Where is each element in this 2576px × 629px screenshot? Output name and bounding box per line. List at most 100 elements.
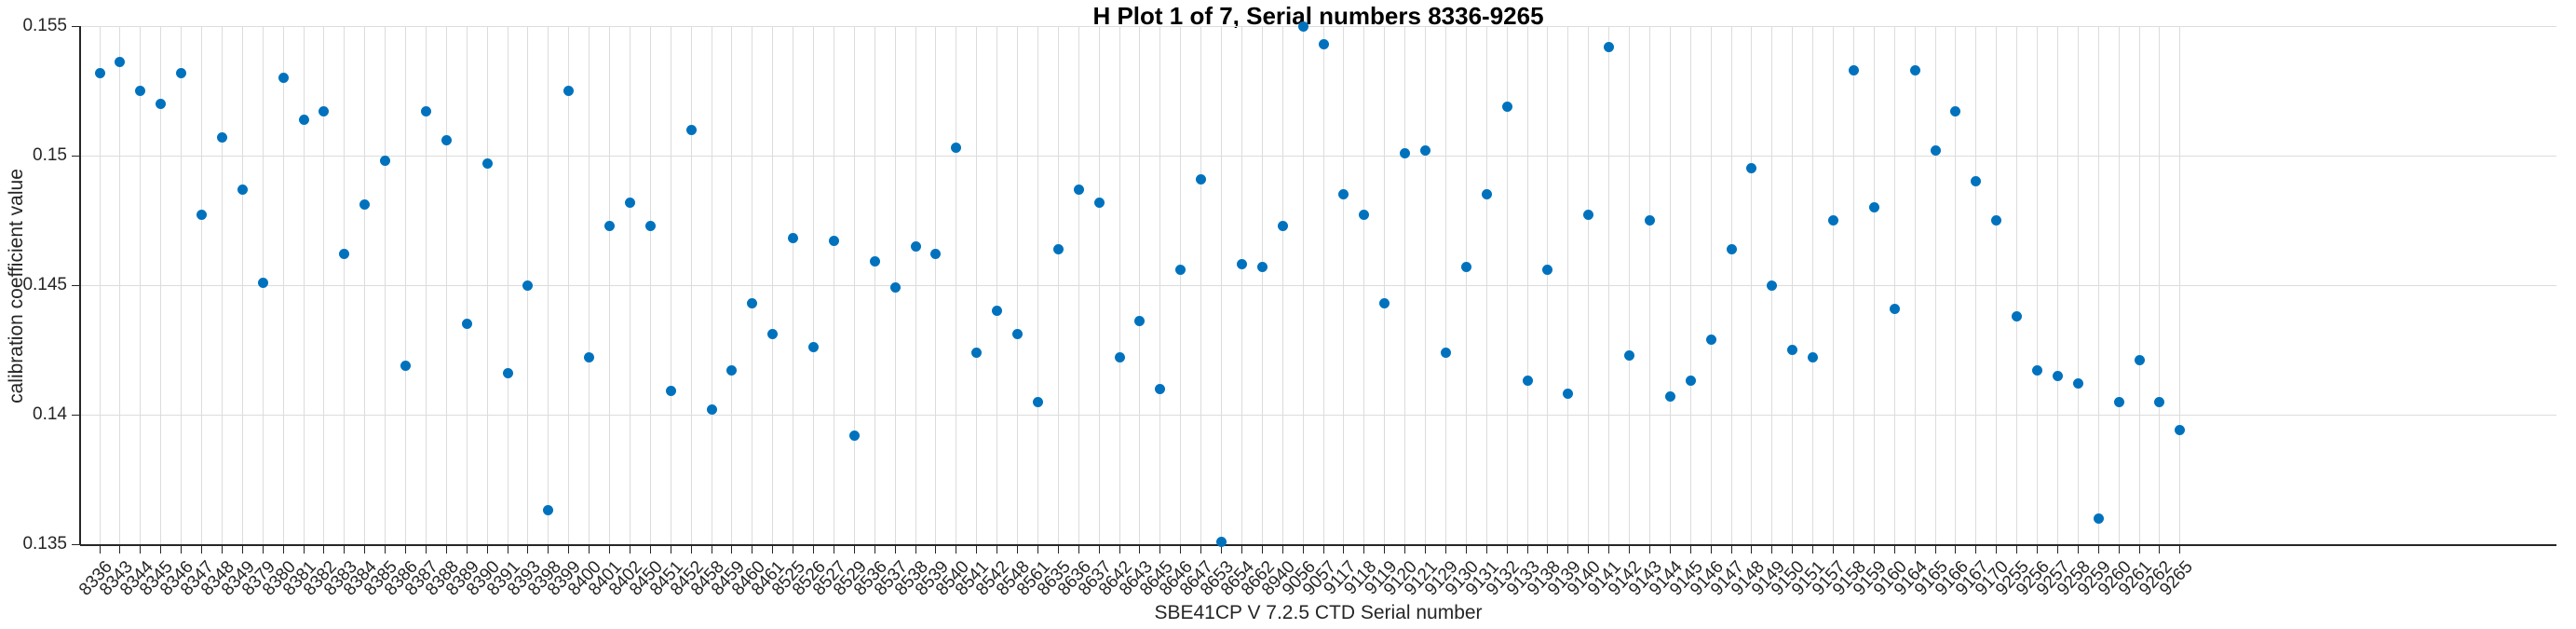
data-point xyxy=(176,67,187,78)
gridline-v xyxy=(1689,26,1691,544)
y-tick-mark xyxy=(72,414,80,416)
gridline-v xyxy=(1302,26,1304,544)
x-tick-mark xyxy=(1180,545,1182,554)
data-point xyxy=(1991,215,2002,226)
x-tick-mark xyxy=(1017,545,1018,554)
data-point xyxy=(584,352,595,363)
data-point xyxy=(726,365,738,376)
gridline-h xyxy=(80,414,2556,416)
data-point xyxy=(1481,189,1492,200)
gridline-v xyxy=(364,26,366,544)
gridline-v xyxy=(1322,26,1324,544)
x-tick-mark xyxy=(731,545,733,554)
gridline-v xyxy=(119,26,121,544)
gridline-v xyxy=(589,26,590,544)
gridline-v xyxy=(1547,26,1549,544)
y-axis-line xyxy=(79,26,81,544)
x-tick-mark xyxy=(1526,545,1528,554)
gridline-v xyxy=(1017,26,1018,544)
gridline-v xyxy=(1751,26,1753,544)
data-point xyxy=(644,220,656,231)
x-tick-mark xyxy=(1506,545,1508,554)
gridline-v xyxy=(976,26,978,544)
data-point xyxy=(1624,349,1634,361)
gridline-v xyxy=(1710,26,1712,544)
data-point xyxy=(1379,297,1390,308)
gridline-v xyxy=(813,26,814,544)
x-tick-mark xyxy=(1669,545,1671,554)
gridline-v xyxy=(405,26,406,544)
gridline-v xyxy=(1893,26,1895,544)
x-tick-mark xyxy=(1833,545,1834,554)
x-tick-mark xyxy=(2179,545,2181,554)
x-tick-mark xyxy=(1119,545,1120,554)
x-tick-mark xyxy=(874,545,875,554)
gridline-v xyxy=(344,26,346,544)
data-point xyxy=(1542,264,1553,275)
gridline-v xyxy=(1139,26,1141,544)
data-point xyxy=(1685,376,1696,387)
gridline-v xyxy=(466,26,468,544)
data-point xyxy=(971,347,983,358)
data-point xyxy=(2154,396,2165,407)
gridline-v xyxy=(445,26,447,544)
x-tick-mark xyxy=(1852,545,1854,554)
x-tick-mark xyxy=(201,545,202,554)
x-tick-mark xyxy=(99,545,101,554)
x-tick-mark xyxy=(303,545,305,554)
x-tick-mark xyxy=(1608,545,1610,554)
x-tick-mark xyxy=(1261,545,1263,554)
x-tick-mark xyxy=(1934,545,1936,554)
data-point xyxy=(1440,347,1451,358)
x-tick-mark xyxy=(2138,545,2140,554)
x-tick-mark xyxy=(1281,545,1283,554)
x-axis-label: SBE41CP V 7.2.5 CTD Serial number xyxy=(1154,602,1483,623)
data-point xyxy=(1705,334,1716,345)
data-point xyxy=(1522,376,1533,387)
x-tick-mark xyxy=(2016,545,2018,554)
gridline-v xyxy=(1119,26,1120,544)
gridline-v xyxy=(2118,26,2120,544)
x-tick-mark xyxy=(1241,545,1242,554)
x-tick-mark xyxy=(976,545,978,554)
x-tick-mark xyxy=(1812,545,1814,554)
data-point xyxy=(257,277,268,288)
x-tick-mark xyxy=(221,545,223,554)
gridline-v xyxy=(2016,26,2018,544)
x-tick-mark xyxy=(1384,545,1386,554)
gridline-v xyxy=(1975,26,1977,544)
x-tick-mark xyxy=(690,545,692,554)
data-point xyxy=(2052,370,2063,381)
x-tick-mark xyxy=(119,545,121,554)
data-point xyxy=(420,106,431,117)
x-tick-mark xyxy=(241,545,243,554)
x-axis-line xyxy=(80,544,2556,546)
data-point xyxy=(1216,536,1227,547)
gridline-v xyxy=(425,26,427,544)
data-point xyxy=(848,430,860,441)
x-tick-mark xyxy=(1302,545,1304,554)
gridline-v xyxy=(1200,26,1202,544)
gridline-v xyxy=(2097,26,2099,544)
data-point xyxy=(522,280,534,291)
gridline-v xyxy=(201,26,202,544)
x-tick-mark xyxy=(1363,545,1365,554)
x-tick-mark xyxy=(2077,545,2079,554)
gridline-v xyxy=(1833,26,1834,544)
data-point xyxy=(1664,391,1675,403)
x-tick-mark xyxy=(1404,545,1406,554)
data-point xyxy=(481,157,493,169)
data-point xyxy=(1134,316,1146,327)
x-tick-mark xyxy=(140,545,142,554)
chart-title: H Plot 1 of 7, Serial numbers 8336-9265 xyxy=(1092,2,1544,30)
data-point xyxy=(1828,215,1838,226)
gridline-h xyxy=(80,284,2556,286)
x-tick-mark xyxy=(1588,545,1590,554)
data-point xyxy=(808,342,819,353)
gridline-v xyxy=(1425,26,1426,544)
x-tick-mark xyxy=(1914,545,1916,554)
x-tick-mark xyxy=(1200,545,1202,554)
x-tick-mark xyxy=(1996,545,1998,554)
gridline-h xyxy=(80,25,2556,27)
x-tick-mark xyxy=(364,545,366,554)
